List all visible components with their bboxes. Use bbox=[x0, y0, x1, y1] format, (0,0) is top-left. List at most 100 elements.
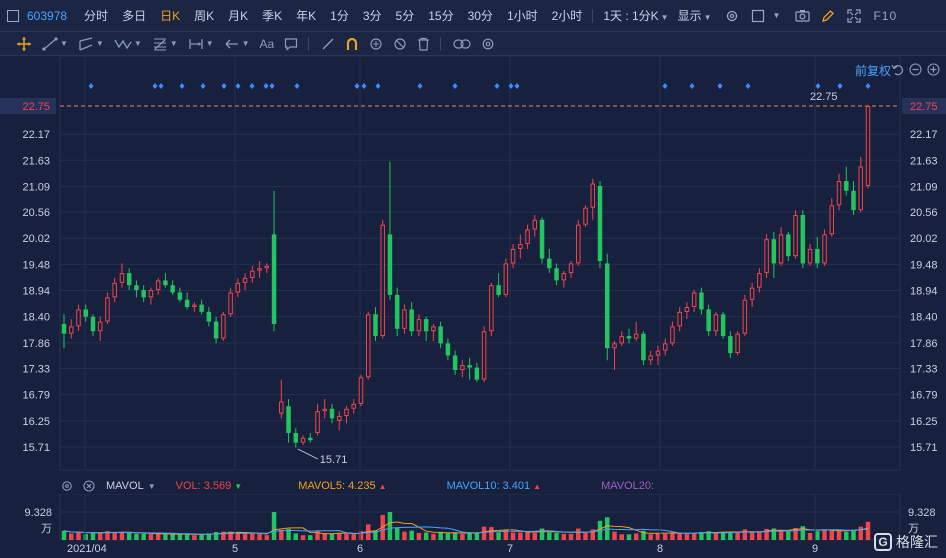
candle-body[interactable] bbox=[619, 336, 624, 344]
event-marker-icon[interactable] bbox=[152, 83, 158, 89]
candle-body[interactable] bbox=[713, 314, 719, 332]
event-marker-icon[interactable] bbox=[361, 83, 367, 89]
tab-period-4[interactable]: 月K bbox=[228, 9, 249, 23]
candle-body[interactable] bbox=[221, 314, 226, 339]
comment-note-icon[interactable] bbox=[284, 37, 298, 51]
candle-body[interactable] bbox=[633, 333, 639, 339]
volume-bar[interactable] bbox=[793, 528, 798, 540]
volume-bar[interactable] bbox=[655, 533, 661, 540]
candle-body[interactable] bbox=[749, 287, 755, 300]
candle-body[interactable] bbox=[771, 239, 777, 264]
event-marker-icon[interactable] bbox=[514, 83, 520, 89]
tab-period-3[interactable]: 周K bbox=[194, 9, 215, 23]
candle-body[interactable] bbox=[460, 365, 465, 370]
event-marker-icon[interactable] bbox=[689, 83, 695, 89]
volume-bar[interactable] bbox=[322, 533, 328, 540]
volume-bar[interactable] bbox=[250, 533, 255, 540]
volume-bar[interactable] bbox=[576, 528, 581, 540]
volume-bar[interactable] bbox=[858, 526, 864, 540]
volume-bar[interactable] bbox=[532, 532, 538, 540]
candle-body[interactable] bbox=[380, 224, 385, 337]
volume-bar[interactable] bbox=[61, 530, 67, 540]
volume-bar[interactable] bbox=[829, 529, 835, 540]
candle-body[interactable] bbox=[431, 326, 436, 332]
candle-body[interactable] bbox=[489, 285, 494, 332]
tab-period-9[interactable]: 5分 bbox=[395, 9, 415, 23]
volume-bar[interactable] bbox=[141, 533, 146, 540]
event-marker-icon[interactable] bbox=[179, 83, 185, 89]
candle-body[interactable] bbox=[561, 273, 567, 281]
volume-bar[interactable] bbox=[489, 527, 494, 540]
candle-body[interactable] bbox=[228, 292, 233, 315]
candle-body[interactable] bbox=[677, 311, 682, 327]
candle-body[interactable] bbox=[496, 285, 501, 295]
candle-body[interactable] bbox=[452, 355, 458, 370]
candle-body[interactable] bbox=[344, 408, 349, 416]
candle-body[interactable] bbox=[119, 273, 125, 283]
hide-drawings-icon[interactable] bbox=[393, 37, 407, 51]
volume-bar[interactable] bbox=[242, 533, 248, 540]
candle-body[interactable] bbox=[83, 309, 88, 317]
volume-bar[interactable] bbox=[699, 532, 704, 540]
candle-body[interactable] bbox=[257, 268, 262, 271]
volume-bar[interactable] bbox=[351, 534, 356, 540]
candle-body[interactable] bbox=[68, 326, 74, 334]
candle-body[interactable] bbox=[822, 234, 827, 264]
candle-body[interactable] bbox=[648, 355, 653, 361]
indicator-name[interactable]: MAVOL bbox=[106, 480, 144, 492]
candle-body[interactable] bbox=[90, 316, 96, 332]
candle-body[interactable] bbox=[213, 321, 219, 339]
candle-body[interactable] bbox=[336, 416, 342, 421]
volume-bar[interactable] bbox=[315, 531, 320, 540]
candle-body[interactable] bbox=[764, 239, 769, 274]
candle-body[interactable] bbox=[300, 437, 306, 443]
candle-body[interactable] bbox=[691, 292, 697, 308]
tab-period-0[interactable]: 分时 bbox=[84, 9, 109, 23]
event-marker-icon[interactable] bbox=[354, 83, 360, 89]
volume-bar[interactable] bbox=[467, 532, 472, 540]
candle-body[interactable] bbox=[250, 270, 255, 278]
chevron-down-icon[interactable]: ▼ bbox=[147, 481, 156, 491]
volume-bar[interactable] bbox=[221, 531, 226, 540]
candle-body[interactable] bbox=[387, 234, 393, 295]
event-marker-icon[interactable] bbox=[745, 83, 751, 89]
tab-period-13[interactable]: 2小时 bbox=[551, 9, 583, 23]
candle-body[interactable] bbox=[286, 406, 291, 433]
event-marker-icon[interactable] bbox=[200, 83, 206, 89]
volume-bar[interactable] bbox=[199, 534, 204, 540]
candle-body[interactable] bbox=[170, 285, 175, 293]
candle-body[interactable] bbox=[423, 319, 429, 332]
fibonacci-tool[interactable]: ▼ bbox=[152, 37, 178, 51]
volume-bar[interactable] bbox=[844, 531, 849, 540]
volume-bar[interactable] bbox=[90, 532, 96, 540]
candle-body[interactable] bbox=[126, 273, 132, 286]
volume-bar[interactable] bbox=[329, 533, 335, 540]
volume-bar[interactable] bbox=[735, 532, 740, 541]
candle-body[interactable] bbox=[778, 234, 784, 264]
volume-bar[interactable] bbox=[402, 531, 407, 540]
candle-body[interactable] bbox=[445, 343, 451, 356]
candle-body[interactable] bbox=[416, 319, 422, 332]
candle-body[interactable] bbox=[134, 285, 139, 291]
volume-bar[interactable] bbox=[518, 532, 523, 541]
tab-period-8[interactable]: 3分 bbox=[362, 9, 382, 23]
volume-bar[interactable] bbox=[539, 528, 545, 540]
candle-body[interactable] bbox=[547, 258, 552, 269]
event-marker-icon[interactable] bbox=[717, 83, 723, 89]
candle-body[interactable] bbox=[583, 207, 588, 225]
candle-body[interactable] bbox=[844, 181, 849, 191]
drawing-settings-icon[interactable] bbox=[481, 37, 495, 51]
adjust-mode-button[interactable]: 前复权 bbox=[854, 64, 891, 78]
candle-body[interactable] bbox=[481, 331, 487, 380]
candle-body[interactable] bbox=[576, 224, 581, 264]
event-marker-icon[interactable] bbox=[865, 83, 871, 89]
volume-bar[interactable] bbox=[206, 533, 212, 540]
volume-bar[interactable] bbox=[452, 532, 458, 541]
volume-bar[interactable] bbox=[619, 534, 624, 540]
event-marker-icon[interactable] bbox=[269, 83, 275, 89]
event-marker-icon[interactable] bbox=[452, 83, 458, 89]
crosshair-move-tool[interactable] bbox=[16, 36, 32, 52]
volume-bar[interactable] bbox=[851, 530, 856, 540]
volume-bar[interactable] bbox=[235, 533, 241, 540]
event-marker-icon[interactable] bbox=[375, 83, 381, 89]
